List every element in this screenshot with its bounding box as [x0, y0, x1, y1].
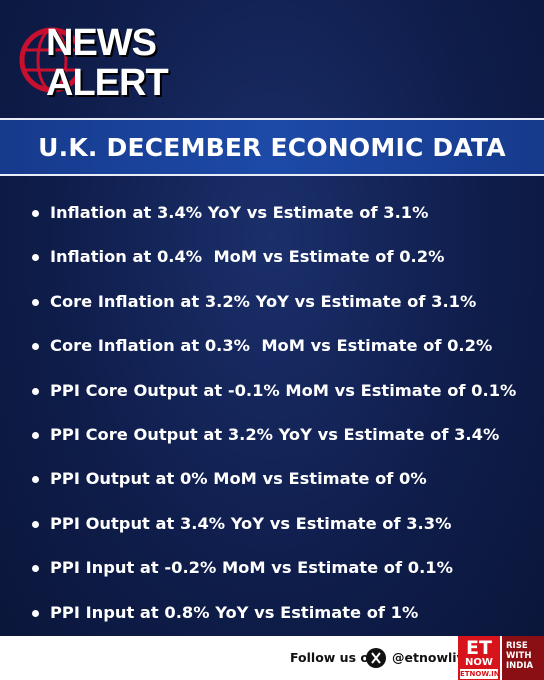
data-item: PPI Input at -0.2% MoM vs Estimate of 0.…	[0, 551, 516, 595]
logo-url: ETNOW.IN	[460, 669, 500, 679]
follow-text: Follow us on	[290, 650, 378, 665]
logo-line: NEWS	[46, 22, 157, 64]
x-glyph	[371, 652, 381, 664]
data-item: Core Inflation at 0.3% MoM vs Estimate o…	[0, 329, 516, 373]
data-item: PPI Output at 3.4% YoY vs Estimate of 3.…	[0, 507, 516, 551]
data-item: Inflation at 3.4% YoY vs Estimate of 3.1…	[0, 196, 516, 240]
footer: Follow us on @etnowlive ET NOW ETNOW.IN …	[0, 636, 544, 680]
title: U.K. DECEMBER ECONOMIC DATA	[38, 132, 506, 162]
news-alert-logo: NEWS ALERT	[18, 22, 169, 106]
tagline: RISE WITH INDIA	[502, 636, 544, 680]
data-item: PPI Core Output at -0.1% MoM vs Estimate…	[0, 374, 516, 418]
data-item: PPI Input at 0.8% YoY vs Estimate of 1%	[0, 596, 516, 640]
data-item: PPI Core Output at 3.2% YoY vs Estimate …	[0, 418, 516, 462]
title-banner: U.K. DECEMBER ECONOMIC DATA	[0, 118, 544, 176]
social-handle[interactable]: @etnowlive	[392, 650, 474, 665]
et-now-logo: ET NOW ETNOW.IN	[458, 636, 500, 680]
data-item: Core Inflation at 3.2% YoY vs Estimate o…	[0, 285, 516, 329]
globe-icon	[19, 27, 78, 93]
data-item: Inflation at 0.4% MoM vs Estimate of 0.2…	[0, 240, 516, 284]
data-item: PPI Output at 0% MoM vs Estimate of 0%	[0, 462, 516, 506]
x-icon[interactable]	[366, 648, 386, 668]
logo-now: NOW	[465, 657, 493, 668]
logo-line: ALERT	[46, 62, 169, 104]
data-list: Inflation at 3.4% YoY vs Estimate of 3.1…	[0, 196, 516, 640]
logo-et: ET	[466, 637, 492, 659]
